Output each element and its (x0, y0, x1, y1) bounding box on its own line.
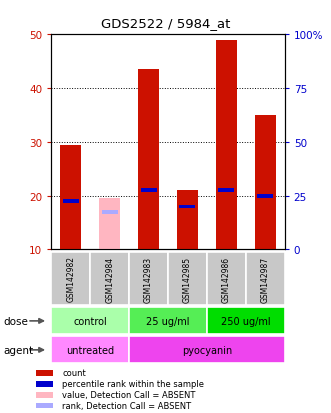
Text: GSM142986: GSM142986 (222, 256, 231, 302)
Bar (36, 381, 54, 387)
Text: count: count (62, 368, 86, 377)
Text: GDS2522 / 5984_at: GDS2522 / 5984_at (101, 17, 230, 29)
Bar (138, 70, 159, 250)
Bar (102, 210, 118, 214)
Bar (218, 189, 234, 193)
Bar (207, 252, 246, 306)
Text: dose: dose (3, 316, 28, 326)
Bar (129, 252, 168, 306)
Bar (63, 199, 79, 204)
Text: GSM142983: GSM142983 (144, 256, 153, 302)
Bar (129, 308, 207, 335)
Bar (36, 370, 54, 376)
Bar (257, 194, 273, 198)
Text: rank, Detection Call = ABSENT: rank, Detection Call = ABSENT (62, 401, 191, 410)
Bar (177, 191, 198, 250)
Text: GSM142987: GSM142987 (261, 256, 270, 302)
Bar (179, 205, 195, 209)
Bar (60, 145, 81, 250)
Text: agent: agent (3, 345, 33, 355)
Bar (215, 40, 237, 250)
Text: pyocyanin: pyocyanin (182, 345, 232, 355)
Bar (51, 252, 90, 306)
Text: percentile rank within the sample: percentile rank within the sample (62, 380, 204, 388)
Bar (99, 199, 120, 250)
Text: control: control (73, 316, 107, 326)
Bar (36, 403, 54, 408)
Text: value, Detection Call = ABSENT: value, Detection Call = ABSENT (62, 390, 196, 399)
Bar (36, 392, 54, 398)
Text: 250 ug/ml: 250 ug/ml (221, 316, 270, 326)
Bar (141, 189, 157, 193)
Text: GSM142984: GSM142984 (105, 256, 114, 302)
Text: untreated: untreated (66, 345, 114, 355)
Bar (207, 308, 285, 335)
Bar (51, 308, 129, 335)
Text: 25 ug/ml: 25 ug/ml (146, 316, 190, 326)
Bar (168, 252, 207, 306)
Text: GSM142982: GSM142982 (66, 256, 75, 302)
Bar (51, 337, 129, 363)
Bar (90, 252, 129, 306)
Bar (255, 116, 276, 250)
Bar (246, 252, 285, 306)
Bar (129, 337, 285, 363)
Text: GSM142985: GSM142985 (183, 256, 192, 302)
